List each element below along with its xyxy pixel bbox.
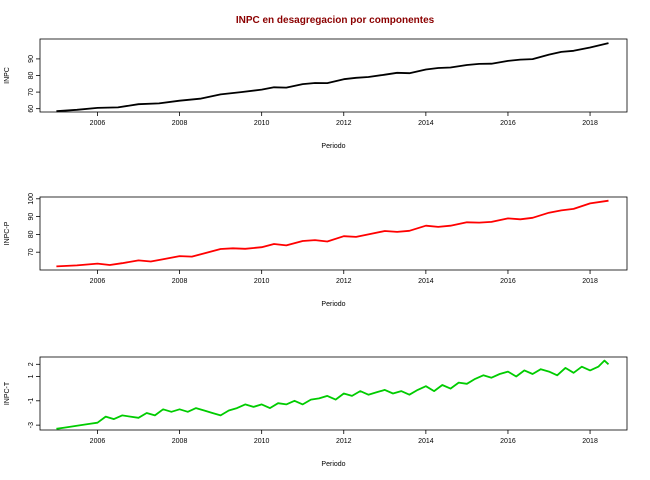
y-tick-label: 70 — [28, 248, 35, 256]
y-tick-label: -3 — [28, 422, 35, 428]
plot-frame — [39, 38, 628, 113]
y-tick-label: 1 — [28, 374, 35, 378]
y-tick-label: 90 — [28, 213, 35, 221]
y-tick-label: 100 — [28, 193, 35, 205]
series-line-2 — [56, 199, 609, 268]
x-tick-label: 2010 — [254, 120, 270, 127]
y-tick-label: 80 — [28, 72, 35, 80]
x-tick-label: 2012 — [336, 438, 352, 445]
y-axis-label: INPC-T — [4, 381, 11, 405]
x-tick-label: 2014 — [418, 120, 434, 127]
x-tick-label: 2010 — [254, 438, 270, 445]
x-axis-label: Periodo — [321, 143, 345, 150]
y-tick-label: 70 — [28, 88, 35, 96]
plot-frame — [39, 196, 628, 271]
y-tick-label: 80 — [28, 230, 35, 238]
y-tick-label: 60 — [28, 105, 35, 113]
x-tick-label: 2016 — [500, 120, 516, 127]
x-tick-label: 2016 — [500, 438, 516, 445]
x-tick-label: 2014 — [418, 438, 434, 445]
x-tick-label: 2018 — [582, 438, 598, 445]
chart-title: INPC en desagregacion por componentes — [236, 15, 435, 26]
panel-2: 2006 2008 2010 2012 2014 2016 2018 70 80 90 100 Per… — [4, 193, 628, 308]
series-line-3 — [56, 359, 610, 430]
y-tick-label: 2 — [28, 362, 35, 366]
y-tick-label: -1 — [28, 398, 35, 404]
y-axis-label: INPC — [4, 67, 11, 84]
x-axis-label: Periodo — [321, 461, 345, 468]
x-tick-label: 2018 — [582, 120, 598, 127]
panel-1: 2006 2008 2010 2012 2014 2016 2018 60 70 80 90 Peri… — [4, 38, 628, 150]
x-tick-label: 2006 — [90, 438, 106, 445]
panel-3: 2006 2008 2010 2012 2014 2016 2018 -3 -1 1 2 Period… — [4, 356, 628, 468]
x-tick-label: 2006 — [90, 278, 106, 285]
x-tick-label: 2006 — [90, 120, 106, 127]
x-axis-label: Periodo — [321, 301, 345, 308]
x-tick-label: 2010 — [254, 278, 270, 285]
y-axis-label: INPC-P — [4, 221, 11, 245]
x-tick-label: 2012 — [336, 278, 352, 285]
x-tick-label: 2008 — [172, 120, 188, 127]
x-tick-label: 2018 — [582, 278, 598, 285]
x-tick-label: 2016 — [500, 278, 516, 285]
plot-frame — [39, 356, 628, 431]
x-tick-label: 2012 — [336, 120, 352, 127]
y-tick-label: 90 — [28, 55, 35, 63]
series-line-1 — [56, 42, 609, 113]
x-tick-label: 2014 — [418, 278, 434, 285]
x-tick-label: 2008 — [172, 438, 188, 445]
x-tick-label: 2008 — [172, 278, 188, 285]
